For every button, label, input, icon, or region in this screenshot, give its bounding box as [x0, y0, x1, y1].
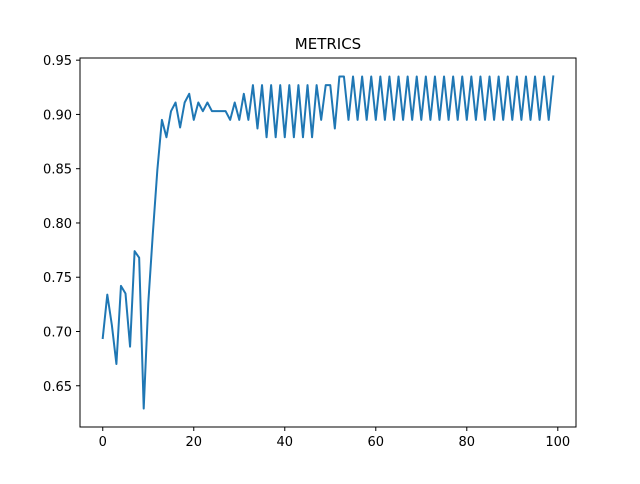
chart-title: METRICS: [295, 35, 361, 53]
x-tick-label: 60: [368, 435, 385, 450]
y-tick-label: 0.90: [43, 108, 72, 123]
x-tick-label: 20: [185, 435, 202, 450]
y-tick-label: 0.85: [43, 163, 72, 178]
lines-layer: [101, 75, 555, 410]
ticks-layer: 0 20 40 60 80 100 0.65 0.70 0.75 0.80 0.85 0.90 0.95: [43, 54, 570, 450]
x-tick-label: 100: [545, 435, 570, 450]
y-tick-label: 0.75: [43, 271, 72, 286]
x-tick-label: 40: [276, 435, 293, 450]
axes-layer: [79, 57, 577, 428]
y-tick-label: 0.70: [43, 325, 72, 340]
x-tick-label: 80: [459, 435, 476, 450]
x-tick-label: 0: [99, 435, 107, 450]
series-line-0: [101, 75, 555, 410]
y-tick-label: 0.80: [43, 217, 72, 232]
y-tick-label: 0.95: [43, 54, 72, 69]
y-tick-label: 0.65: [43, 380, 72, 395]
plot-frame: [79, 57, 577, 428]
